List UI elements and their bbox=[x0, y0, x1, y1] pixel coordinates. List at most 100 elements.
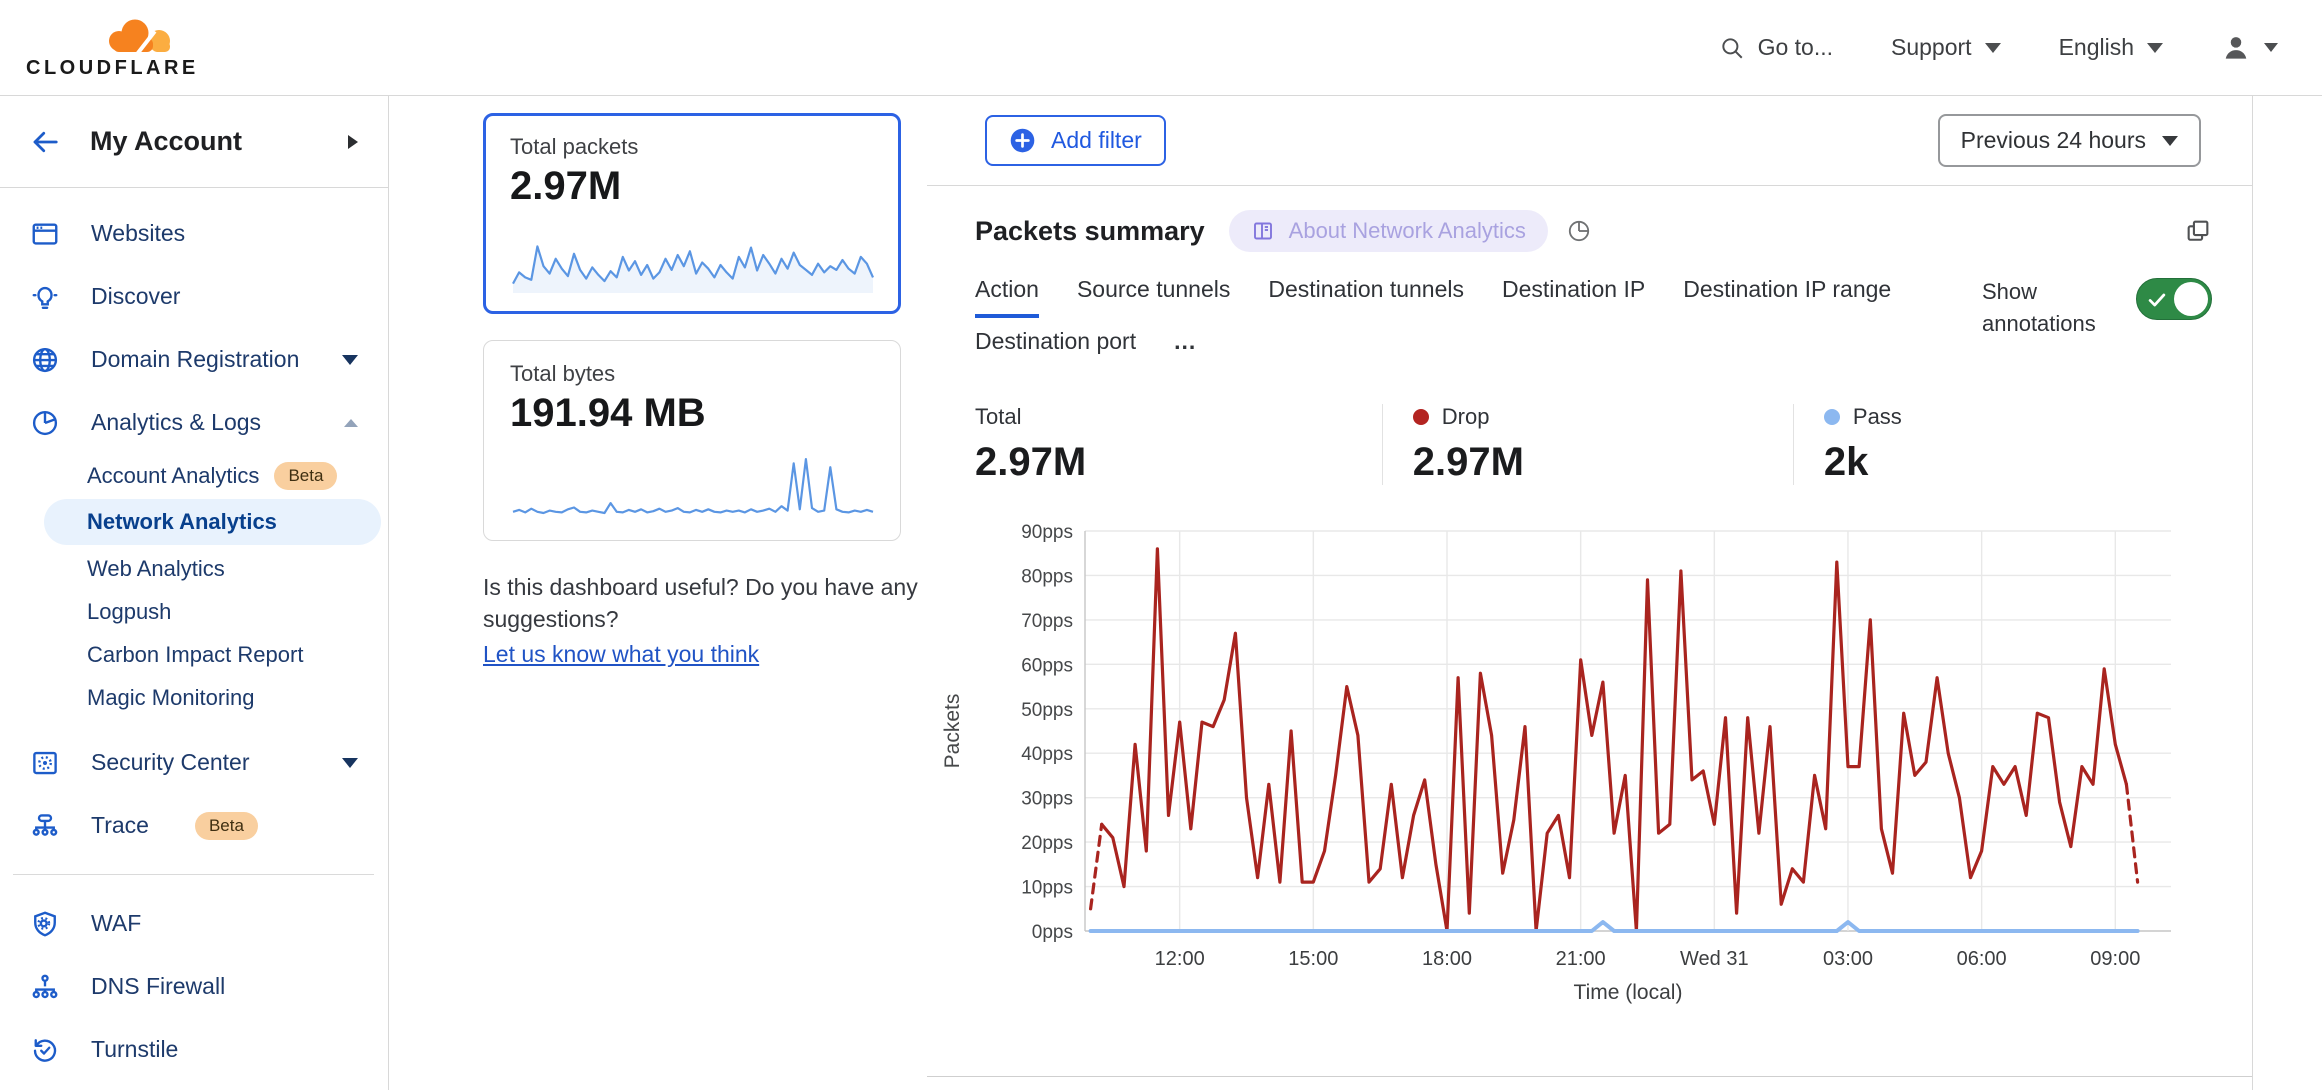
svg-text:60pps: 60pps bbox=[1021, 655, 1073, 676]
metric-value: 2.97M bbox=[510, 164, 622, 208]
feedback-link[interactable]: Let us know what you think bbox=[483, 641, 760, 668]
sidebar-subitem-web-analytics[interactable]: Web Analytics bbox=[0, 547, 388, 590]
chevron-down-icon bbox=[2264, 43, 2278, 52]
stat-label-text: Drop bbox=[1441, 404, 1490, 429]
main-layout: My Account Websites bbox=[0, 96, 2322, 1090]
sidebar-item-discover[interactable]: Discover bbox=[0, 265, 388, 328]
chevron-right-icon[interactable] bbox=[348, 134, 358, 149]
user-icon bbox=[2225, 36, 2247, 59]
chevron-down-icon bbox=[342, 354, 358, 365]
more-tabs-button[interactable]: ... bbox=[1174, 328, 1197, 354]
about-badge-label: About Network Analytics bbox=[1288, 218, 1526, 243]
packets-summary-title: Packets summary bbox=[975, 215, 1205, 246]
stat-label-text: Pass bbox=[1852, 404, 1902, 429]
tab-source-tunnels[interactable]: Source tunnels bbox=[1076, 276, 1231, 302]
svg-text:21:00: 21:00 bbox=[1556, 948, 1606, 970]
sidebar-item-dns-firewall[interactable]: DNS Firewall bbox=[0, 955, 388, 1018]
globe-icon bbox=[32, 347, 58, 372]
stat-total: Total 2.97M bbox=[975, 404, 1382, 485]
svg-text:70pps: 70pps bbox=[1021, 611, 1073, 632]
summary-stats-row: Total 2.97M Drop 2.97M bbox=[927, 370, 2252, 491]
tab-destination-tunnels[interactable]: Destination tunnels bbox=[1268, 276, 1464, 302]
sidebar-subitem-logpush[interactable]: Logpush bbox=[0, 590, 388, 633]
total-bytes-card[interactable]: Total bytes 191.94 MB bbox=[483, 340, 901, 541]
sidebar-item-turnstile[interactable]: Turnstile bbox=[0, 1018, 388, 1081]
sidebar-item-label: Domain Registration bbox=[91, 346, 300, 372]
sidebar-item-label: Analytics & Logs bbox=[91, 409, 262, 435]
chevron-down-icon bbox=[1984, 42, 2001, 53]
sidebar-subitem-account-analytics[interactable]: Account Analytics Beta bbox=[0, 454, 388, 497]
annotations-toggle[interactable] bbox=[2136, 278, 2212, 320]
chevron-down-icon bbox=[2162, 135, 2178, 146]
plus-circle-icon bbox=[1010, 128, 1035, 153]
cloudflare-logo[interactable]: CLOUDFLARE bbox=[26, 15, 196, 80]
chevron-down-icon bbox=[2147, 42, 2163, 53]
total-packets-sparkline bbox=[512, 245, 875, 293]
add-filter-button[interactable]: Add filter bbox=[985, 115, 1166, 166]
language-menu[interactable]: English bbox=[2059, 34, 2163, 61]
support-menu[interactable]: Support bbox=[1891, 34, 2001, 61]
sidebar-item-label: Websites bbox=[91, 220, 186, 246]
total-packets-card[interactable]: Total packets 2.97M bbox=[483, 113, 901, 314]
filter-bar: Add filter Previous 24 hours bbox=[927, 96, 2252, 186]
svg-text:50pps: 50pps bbox=[1021, 700, 1073, 721]
back-arrow-icon[interactable] bbox=[30, 127, 60, 157]
svg-text:15:00: 15:00 bbox=[1288, 948, 1338, 970]
sidebar-item-analytics-logs[interactable]: Analytics & Logs bbox=[0, 391, 388, 454]
account-menu[interactable] bbox=[2221, 33, 2278, 63]
about-network-analytics-badge[interactable]: About Network Analytics bbox=[1228, 210, 1548, 252]
copy-expand-icon[interactable] bbox=[2184, 217, 2212, 245]
search-icon bbox=[1721, 37, 1743, 58]
svg-text:18:00: 18:00 bbox=[1422, 948, 1472, 970]
chevron-up-icon bbox=[344, 418, 358, 427]
time-range-label: Previous 24 hours bbox=[1960, 127, 2146, 153]
sidebar-subitem-label: Magic Monitoring bbox=[87, 684, 255, 710]
sidebar-item-waf[interactable]: WAF bbox=[0, 892, 388, 955]
support-label: Support bbox=[1891, 34, 1972, 60]
sidebar-subitem-magic-monitoring[interactable]: Magic Monitoring bbox=[0, 676, 388, 719]
sidebar-subitem-label: Logpush bbox=[87, 598, 172, 624]
svg-text:12:00: 12:00 bbox=[1155, 948, 1205, 970]
account-title: My Account bbox=[90, 126, 243, 156]
svg-text:30pps: 30pps bbox=[1021, 789, 1073, 810]
pie-chart-icon[interactable] bbox=[1566, 218, 1592, 244]
svg-text:40pps: 40pps bbox=[1021, 744, 1073, 765]
chevron-down-icon bbox=[342, 757, 358, 768]
tab-destination-ip-range[interactable]: Destination IP range bbox=[1683, 276, 1892, 302]
sidebar-subitem-carbon-impact-report[interactable]: Carbon Impact Report bbox=[0, 633, 388, 676]
packets-time-series-chart: 0pps 10pps 20pps 30pps 40pps 50pps 60pps 70pps 8… bbox=[927, 491, 2252, 1014]
sidebar-item-domain-registration[interactable]: Domain Registration bbox=[0, 328, 388, 391]
stat-value: 2.97M bbox=[975, 440, 1087, 484]
sidebar-subitem-label: Network Analytics bbox=[87, 509, 277, 534]
svg-text:06:00: 06:00 bbox=[1957, 948, 2007, 970]
svg-text:09:00: 09:00 bbox=[2090, 948, 2140, 970]
svg-text:Wed 31: Wed 31 bbox=[1680, 948, 1749, 970]
account-header: My Account bbox=[0, 96, 388, 188]
sidebar-item-security-center[interactable]: Security Center bbox=[0, 731, 388, 794]
beta-badge: Beta bbox=[274, 461, 338, 490]
cloudflare-cloud-icon bbox=[109, 19, 170, 55]
goto-search[interactable]: Go to... bbox=[1719, 34, 1833, 61]
time-range-dropdown[interactable]: Previous 24 hours bbox=[1937, 114, 2201, 167]
sidebar-divider bbox=[13, 874, 374, 875]
rotate-check-icon bbox=[33, 1038, 57, 1062]
sidebar-item-websites[interactable]: Websites bbox=[0, 202, 388, 265]
sidebar-subitem-label: Carbon Impact Report bbox=[87, 641, 304, 667]
sidebar-item-label: Discover bbox=[91, 283, 181, 309]
trace-tree-icon bbox=[32, 813, 58, 836]
tab-action[interactable]: Action bbox=[975, 276, 1039, 318]
top-bar-actions: Go to... Support English bbox=[1719, 33, 2278, 63]
sidebar-subitem-network-analytics[interactable]: Network Analytics bbox=[44, 499, 381, 545]
tab-destination-port[interactable]: Destination port bbox=[975, 328, 1137, 354]
sidebar-item-label: Security Center bbox=[91, 749, 250, 775]
main-panel: Add filter Previous 24 hours Packets sum… bbox=[927, 96, 2253, 1090]
sidebar-subitem-label: Web Analytics bbox=[87, 555, 225, 581]
tab-destination-ip[interactable]: Destination IP bbox=[1502, 276, 1646, 302]
total-bytes-sparkline bbox=[512, 458, 874, 515]
metric-value: 191.94 MB bbox=[510, 391, 706, 435]
sidebar-item-trace[interactable]: Trace Beta bbox=[0, 794, 388, 857]
packets-summary-card: Packets summary About Network Analytics bbox=[927, 186, 2252, 1077]
svg-text:20pps: 20pps bbox=[1021, 833, 1073, 854]
sidebar: My Account Websites bbox=[0, 96, 389, 1090]
language-label: English bbox=[2058, 34, 2134, 60]
